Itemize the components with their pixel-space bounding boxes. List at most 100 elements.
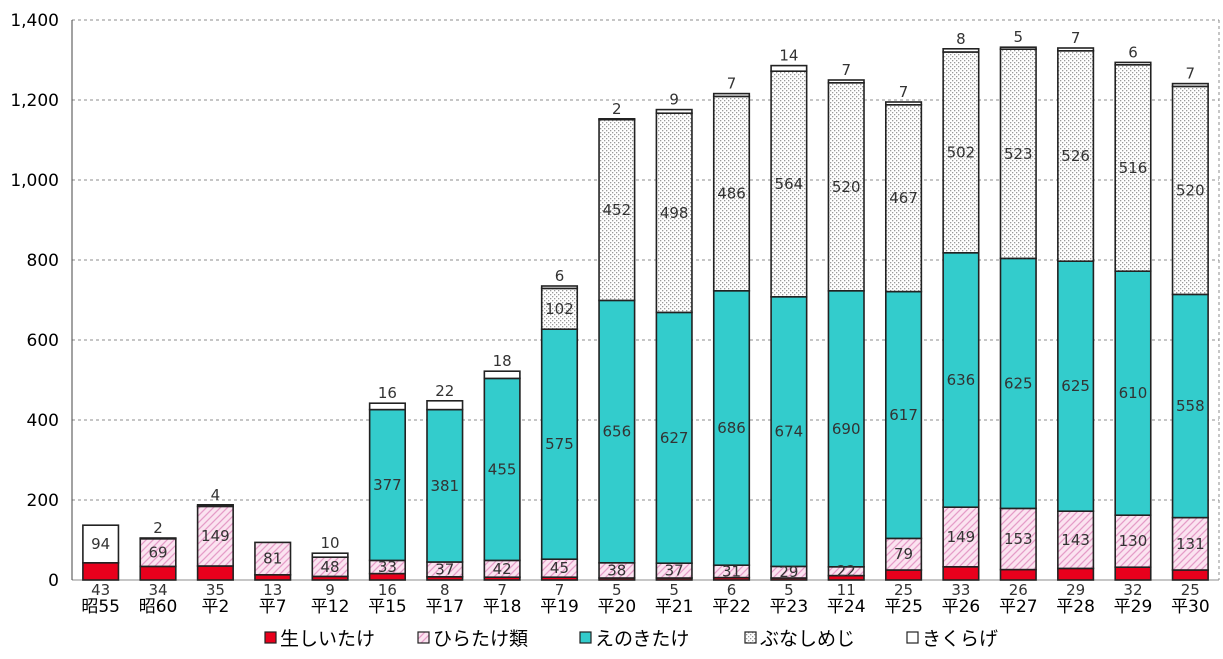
bars — [82, 46, 1209, 581]
bar-segment — [942, 565, 980, 581]
data-label: 38 — [607, 561, 626, 579]
data-label: 79 — [894, 545, 913, 563]
bar-segment — [1114, 514, 1152, 569]
bar-segment — [712, 92, 751, 98]
data-label: 6 — [555, 267, 565, 285]
data-label: 25 — [1181, 581, 1200, 599]
bar-segment — [196, 503, 234, 508]
x-category-label: 昭55 — [81, 597, 120, 617]
legend-swatch — [906, 631, 919, 644]
bar-segment — [254, 541, 292, 576]
bar-segment — [999, 507, 1037, 571]
bar-segment — [655, 112, 693, 314]
legend-label: えのきたけ — [595, 628, 689, 650]
data-label: 455 — [488, 460, 517, 478]
legend-swatch — [744, 631, 757, 644]
bar-segment — [942, 47, 980, 53]
data-label: 22 — [435, 382, 454, 400]
bar-segment — [1057, 47, 1095, 52]
data-label: 37 — [435, 560, 454, 578]
data-label: 131 — [1176, 535, 1205, 553]
x-category-label: 平2 — [201, 597, 229, 617]
data-label: 636 — [947, 371, 976, 389]
data-label: 102 — [545, 300, 574, 318]
x-category-label: 平30 — [1171, 597, 1210, 617]
bar-segment — [1114, 270, 1152, 517]
legend-label: きくらげ — [922, 628, 998, 650]
x-category-label: 平21 — [655, 597, 694, 617]
data-label: 130 — [1119, 532, 1148, 550]
bar-segment — [598, 118, 636, 121]
bar-segment — [139, 537, 177, 568]
data-label: 37 — [665, 562, 684, 580]
data-label: 42 — [493, 560, 512, 578]
bar-segment — [139, 537, 177, 540]
data-label: 33 — [951, 581, 970, 599]
data-label: 153 — [1004, 530, 1033, 548]
x-category-label: 平12 — [311, 597, 350, 617]
data-label: 34 — [148, 581, 167, 599]
x-category-label: 平17 — [425, 597, 464, 617]
legend-swatch — [264, 631, 277, 644]
data-label: 16 — [378, 384, 397, 402]
data-label: 377 — [373, 476, 402, 494]
bar-segment — [1114, 64, 1152, 272]
bar-segment — [82, 524, 120, 564]
data-label: 6 — [727, 581, 737, 599]
data-label: 617 — [889, 406, 918, 424]
x-category-label: 平24 — [827, 597, 866, 617]
bar-segment — [999, 568, 1037, 581]
bar-segment — [311, 552, 349, 559]
data-label: 381 — [430, 477, 459, 495]
y-tick-label: 1,400 — [10, 11, 59, 31]
data-label: 516 — [1119, 159, 1148, 177]
data-label: 625 — [1004, 374, 1033, 392]
bar-segment — [884, 101, 923, 106]
data-labels: 4394346923514941381948101633377168373812… — [91, 28, 1205, 599]
data-label: 7 — [1071, 29, 1081, 47]
data-label: 575 — [545, 435, 574, 453]
data-label: 674 — [775, 423, 804, 441]
bar-segment — [999, 48, 1037, 260]
bar-segment — [770, 295, 808, 568]
data-label: 7 — [497, 581, 507, 599]
grid-lines — [71, 19, 1220, 581]
data-label: 10 — [321, 534, 340, 552]
data-label: 520 — [1176, 181, 1205, 199]
data-label: 32 — [1123, 581, 1142, 599]
bar-segment — [655, 108, 693, 114]
data-label: 26 — [1009, 581, 1028, 599]
data-label: 7 — [727, 75, 737, 93]
data-label: 13 — [263, 581, 282, 599]
data-label: 502 — [947, 143, 976, 161]
data-label: 149 — [947, 528, 976, 546]
bar-segment — [712, 289, 751, 566]
data-label: 5 — [669, 581, 679, 599]
bar-segment — [483, 370, 521, 380]
data-label: 2 — [612, 100, 622, 118]
data-label: 94 — [91, 535, 110, 553]
bar-segment — [1057, 510, 1095, 570]
data-label: 45 — [550, 559, 569, 577]
data-label: 6 — [1128, 43, 1138, 61]
data-label: 11 — [837, 581, 856, 599]
data-label: 9 — [669, 91, 679, 109]
data-label: 498 — [660, 204, 689, 222]
data-label: 2 — [153, 519, 163, 537]
bar-segment — [1057, 260, 1095, 513]
bar-segment — [598, 299, 636, 564]
bar-segment — [196, 505, 234, 567]
data-label: 486 — [717, 185, 746, 203]
data-label: 33 — [378, 558, 397, 576]
data-label: 16 — [378, 581, 397, 599]
data-label: 610 — [1119, 384, 1148, 402]
bar-segment — [1057, 567, 1095, 581]
x-axis-categories: 昭55 昭60 平2 平7 平12 平15 平17 平18 平19 平20 平21 平22 平23 平24… — [81, 597, 1209, 617]
bar-segment — [942, 51, 980, 254]
data-label: 558 — [1176, 397, 1205, 415]
bar-segment — [540, 285, 579, 290]
data-label: 656 — [603, 423, 632, 441]
data-label: 18 — [493, 352, 512, 370]
data-label: 48 — [321, 558, 340, 576]
data-label: 35 — [206, 581, 225, 599]
